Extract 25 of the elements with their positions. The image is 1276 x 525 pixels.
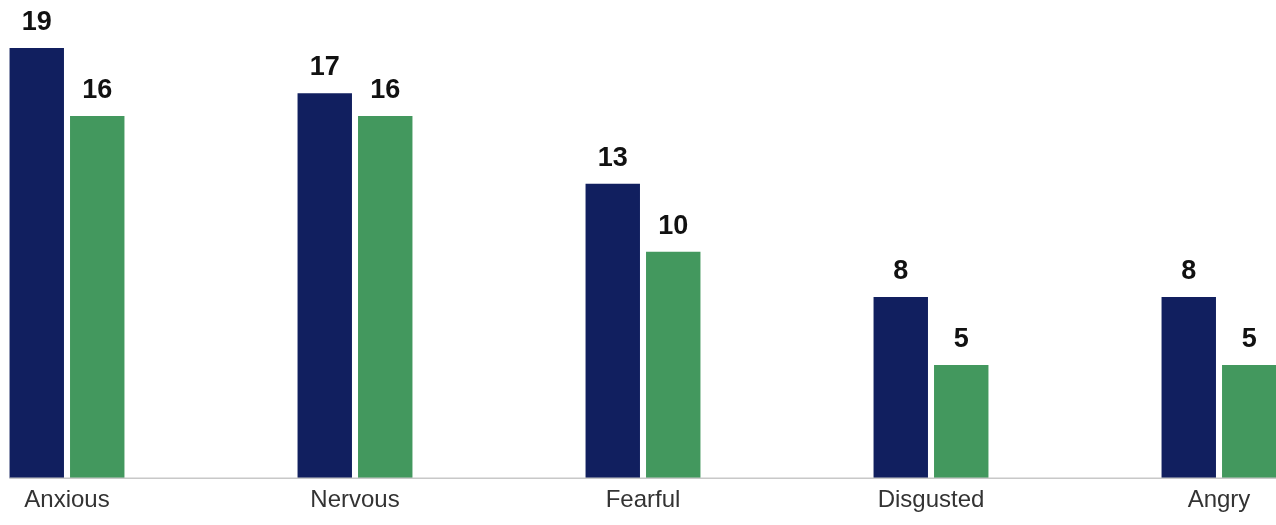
bar bbox=[873, 297, 928, 479]
bar bbox=[358, 115, 413, 479]
x-tick-label: Disgusted bbox=[877, 485, 985, 513]
x-tick-label: Anxious bbox=[24, 485, 110, 513]
bar bbox=[934, 364, 989, 479]
bar bbox=[646, 251, 701, 479]
data-label: 16 bbox=[370, 73, 401, 104]
bar bbox=[70, 115, 125, 479]
bar bbox=[9, 48, 64, 479]
bar bbox=[1222, 364, 1276, 479]
data-label: 5 bbox=[953, 322, 969, 353]
x-tick-label: Angry bbox=[1187, 485, 1251, 513]
bar bbox=[297, 93, 352, 479]
data-label: 8 bbox=[1181, 255, 1197, 286]
x-tick-label: Nervous bbox=[310, 485, 400, 513]
bar bbox=[585, 183, 640, 479]
x-tick-label: Fearful bbox=[605, 485, 681, 513]
data-label: 5 bbox=[1241, 322, 1257, 353]
data-label: 10 bbox=[658, 209, 689, 240]
data-label: 16 bbox=[82, 73, 113, 104]
data-label: 17 bbox=[309, 51, 340, 82]
data-label: 8 bbox=[893, 255, 909, 286]
data-label: 19 bbox=[21, 6, 52, 36]
bar bbox=[1161, 297, 1216, 479]
data-label: 13 bbox=[597, 141, 628, 172]
